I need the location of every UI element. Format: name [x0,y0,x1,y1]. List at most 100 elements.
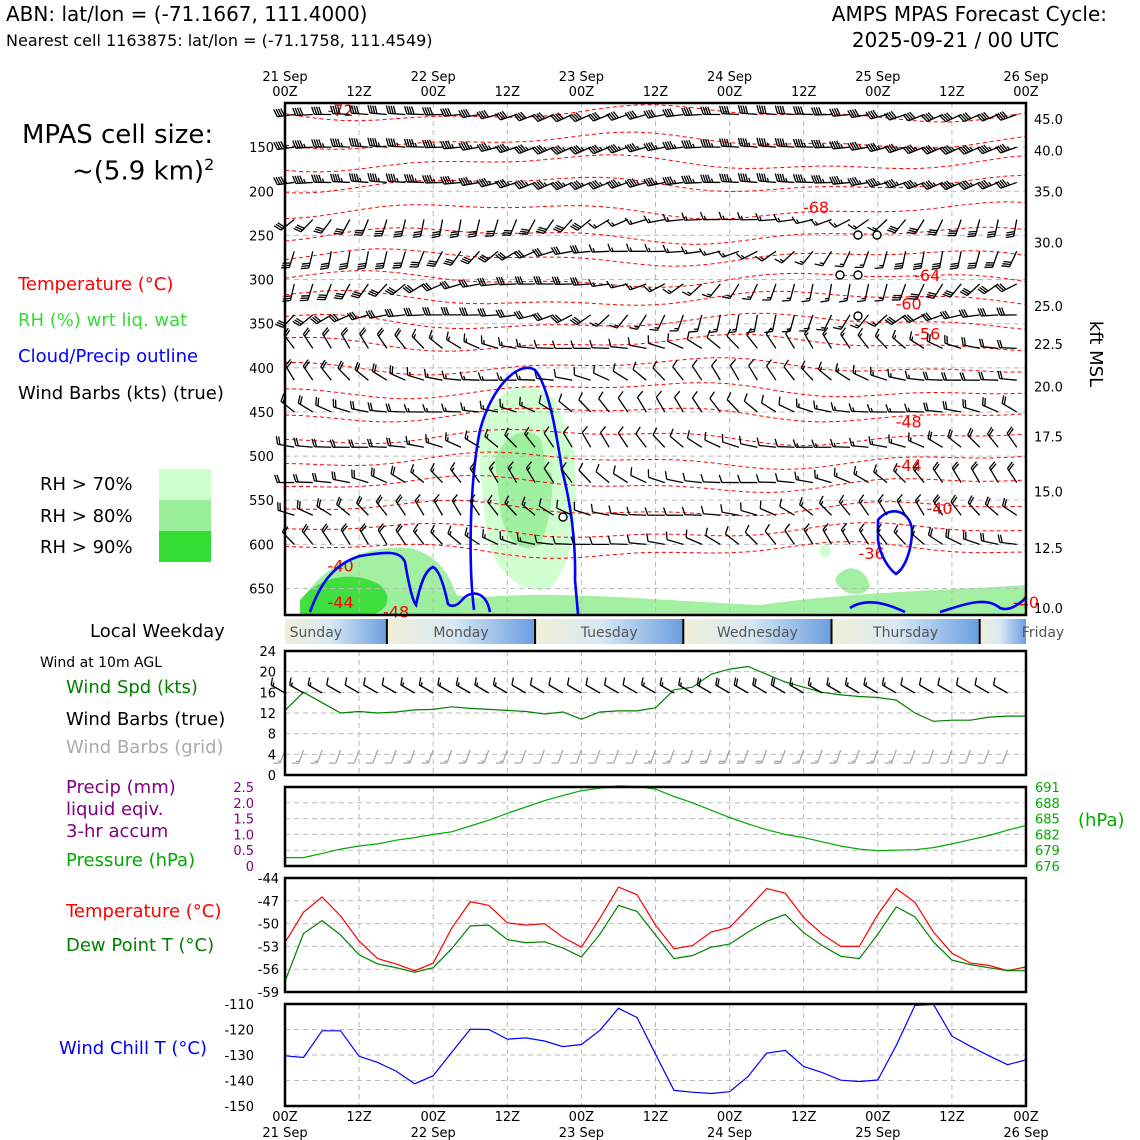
upper-wind-barb-flag [575,144,583,152]
upper-wind-barb-flag [282,299,291,303]
upper-wind-barb-staff [537,181,554,190]
upper-wind-barb-flag [667,333,670,342]
upper-wind-barb [588,536,610,546]
upper-wind-barb-flag [550,247,557,255]
upper-wind-barb [412,523,425,545]
upper-wind-barb [832,314,851,330]
wind-tick-label: 16 [259,686,276,701]
upper-wind-barb-staff [595,471,610,484]
upper-wind-barb [847,218,869,230]
legend-temperature: Temperature (°C) [18,274,174,295]
upper-wind-barb-staff [504,434,518,448]
upper-wind-barb-staff [684,250,702,255]
upper-wind-barb-flag [774,138,779,147]
upper-wind-barb [893,524,907,545]
upper-wind-barb-flag [390,105,394,114]
upper-wind-barb [803,327,814,349]
upper-wind-barb-half-flag [489,466,494,471]
upper-wind-barb-flag [829,141,834,150]
upper-wind-barb-flag [625,243,630,252]
upper-wind-barb-flag [872,177,879,186]
bottom-hour-label: 00Z [717,1110,743,1125]
top-hour-label: 12Z [939,85,965,100]
upper-wind-barb [395,494,406,516]
upper-wind-barb-flag [338,267,347,270]
grid-wind-barb-staff [335,749,342,764]
weekday-segment [979,619,1026,644]
upper-wind-barb [608,338,628,350]
upper-wind-barb [321,523,332,545]
upper-wind-barb-flag [968,262,977,265]
upper-wind-barb-staff [777,145,795,148]
upper-wind-barb-flag [534,146,541,154]
upper-wind-barb-flag [888,144,895,152]
upper-wind-barb-flag [877,494,884,502]
upper-wind-barb [463,333,480,350]
upper-wind-barb [494,178,517,189]
upper-wind-barb-staff [982,181,999,190]
upper-wind-barb-flag [891,329,896,338]
upper-wind-barb-flag [781,330,791,333]
upper-wind-barb [353,219,369,236]
temperature-contour [284,428,1027,447]
upper-wind-barb-half-flag [648,287,653,292]
upper-wind-barb [755,212,776,222]
upper-wind-barb-flag [890,143,897,151]
upper-wind-barb-flag [984,496,989,505]
upper-wind-barb-staff [769,283,777,301]
upper-wind-barb-flag [967,267,976,269]
upper-wind-barb-flag [504,495,510,504]
grid-wind-barb-staff [742,749,749,764]
upper-wind-barb-half-flag [932,146,937,151]
upper-wind-barb-flag [761,138,765,147]
upper-wind-barb-flag [721,138,725,147]
upper-wind-barb-flag [378,329,385,337]
upper-wind-barb-flag [981,338,985,347]
upper-wind-barb-flag [444,140,450,149]
upper-wind-barb-half-flag [687,291,692,295]
upper-wind-barb-half-flag [766,177,770,182]
upper-wind-barb-flag [553,368,557,378]
upper-wind-barb-staff [351,408,369,413]
upper-wind-barb [532,247,554,257]
upper-wind-barb [976,144,999,155]
upper-wind-barb [909,331,925,349]
upper-wind-barb-flag [390,465,394,474]
upper-wind-barb-flag [393,233,403,236]
upper-wind-barb-flag [589,181,597,189]
upper-wind-barb-flag [538,276,542,285]
surface-wind-barb-flag [752,677,755,686]
upper-wind-barb [977,307,999,317]
upper-wind-barb-flag [478,143,485,152]
upper-wind-barb-flag [460,142,466,151]
upper-wind-barb-flag [698,248,705,256]
upper-wind-barb-flag [798,496,803,505]
upper-wind-barb-half-flag [685,216,688,221]
upper-wind-barb-staff [351,314,369,321]
upper-wind-barb-flag [833,176,839,184]
upper-wind-barb-flag [964,144,972,152]
upper-wind-barb-flag [346,312,353,321]
upper-wind-barb-staff [966,283,981,296]
upper-wind-barb [1006,461,1018,483]
cloud-marker [558,512,568,522]
upper-wind-barb-flag [800,174,804,183]
upper-wind-barb-flag [514,276,519,285]
upper-wind-barb-flag [273,141,278,150]
upper-wind-barb-flag [292,107,297,116]
upper-wind-barb-flag [683,140,688,149]
upper-wind-barb-flag [274,474,278,483]
upper-wind-barb-flag [447,107,452,116]
upper-wind-barb [525,461,536,483]
upper-wind-barb-staff [469,500,481,516]
upper-wind-barb-flag [763,173,767,182]
upper-wind-barb [581,425,592,448]
upper-wind-barb-staff [464,534,480,545]
pressure-tick-label: 600 [249,538,274,553]
upper-wind-barb-flag [465,141,471,150]
upper-wind-barb [838,283,851,303]
upper-wind-barb-staff [433,250,444,267]
upper-wind-barb-staff [822,250,833,267]
upper-wind-barb-flag [886,112,893,120]
upper-wind-barb-staff [962,344,980,350]
